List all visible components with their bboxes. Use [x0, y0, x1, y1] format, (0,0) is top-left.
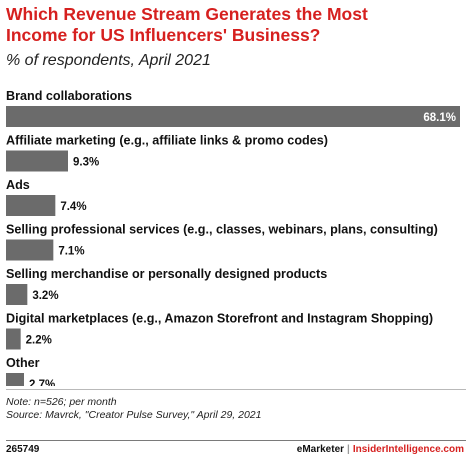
bar: [6, 195, 56, 216]
chart-subtitle: % of respondents, April 2021: [6, 52, 211, 69]
chart-title: Which Revenue Stream Generates the Most …: [6, 4, 368, 45]
value-label: 9.3%: [73, 157, 99, 169]
divider: [6, 389, 466, 390]
bar: [6, 284, 28, 305]
value-label: 3.2%: [32, 290, 58, 302]
category-label: Other: [6, 356, 40, 370]
category-label: Digital marketplaces (e.g., Amazon Store…: [6, 312, 433, 326]
footer-divider: [6, 440, 466, 441]
value-label: 7.1%: [58, 246, 84, 258]
source-text: Source: Mavrck, "Creator Pulse Survey," …: [6, 409, 262, 421]
bar: [6, 150, 68, 172]
chart-id: 265749: [6, 444, 40, 455]
footer-brand: eMarketer | InsiderIntelligence.com: [297, 444, 464, 455]
category-label: Selling professional services (e.g., cla…: [6, 223, 438, 237]
value-label: 68.1%: [423, 112, 456, 124]
bar: [6, 373, 24, 386]
category-label: Brand collaborations: [6, 89, 132, 103]
value-label: 7.4%: [60, 201, 86, 213]
brand-separator: |: [347, 444, 350, 455]
bar: [6, 106, 460, 127]
bar: [6, 239, 54, 261]
bar: [6, 328, 21, 350]
value-label: 2.7%: [29, 379, 55, 386]
brand-emarketer: eMarketer: [296, 444, 345, 455]
category-label: Selling merchandise or personally design…: [6, 267, 327, 281]
value-label: 2.2%: [26, 335, 52, 347]
category-label: Ads: [6, 178, 30, 192]
bar-chart: Brand collaborations 68.1% Affiliate marke…: [6, 89, 460, 386]
note-text: Note: n=526; per month: [6, 396, 117, 408]
brand-insider-intelligence: InsiderIntelligence.com: [352, 444, 464, 455]
category-label: Affiliate marketing (e.g., affiliate lin…: [6, 134, 328, 148]
